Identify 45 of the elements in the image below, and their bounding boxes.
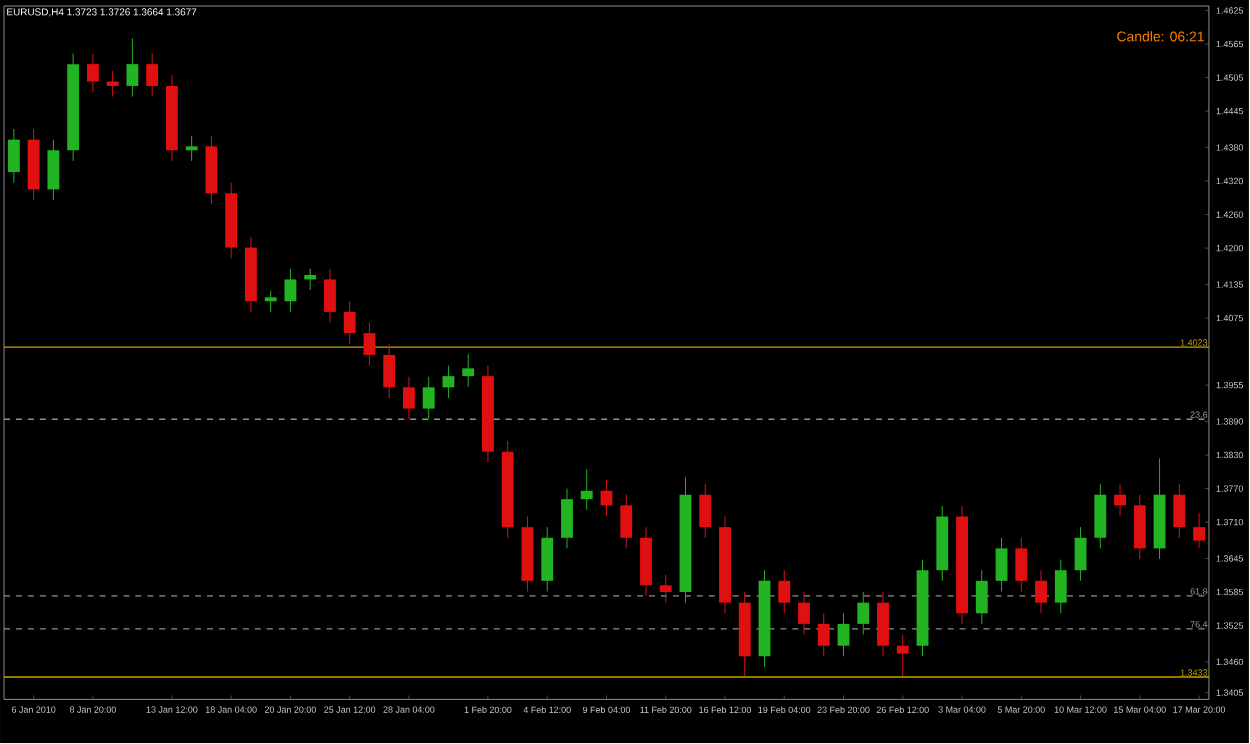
candlestick [304,268,317,291]
candlestick [343,301,356,345]
candlestick [659,574,672,604]
candlestick [324,268,336,324]
candlestick [1133,494,1146,560]
candlestick [205,135,218,205]
candlestick [47,139,60,201]
candlestick [1035,570,1047,615]
candlestick [600,479,613,517]
candlestick [778,570,791,615]
candlestick [146,53,159,98]
candlestick [403,376,415,421]
candlestick [620,494,633,550]
candlestick [561,488,573,550]
candlestick [185,135,198,162]
candlestick [975,570,988,625]
candlestick [363,322,376,367]
candlestick [1054,559,1067,615]
candlestick [422,376,435,421]
candlestick [86,53,99,93]
candlestick [817,613,830,658]
candlestick [837,613,850,658]
candlestick [1094,483,1107,550]
candlestick [877,591,889,658]
candlestick [284,268,297,313]
candlestick [1015,537,1028,593]
candlestick [541,526,554,593]
candlestick [798,591,810,636]
candlestick [580,468,593,511]
candlestick [857,591,870,636]
candlestick [1114,483,1126,517]
candlestick [896,634,909,677]
candlestick [1074,526,1087,582]
candlestick [383,344,396,399]
candlestick [106,70,119,98]
candlestick [1173,483,1186,539]
candlestick [7,128,20,184]
candlestick [640,526,652,597]
candlestick [442,365,455,399]
candlestick [126,38,139,98]
candlestick [699,483,712,539]
candlestick [462,354,475,388]
candlestick [264,290,277,313]
candlestick [995,537,1008,593]
candlestick [1193,512,1205,549]
